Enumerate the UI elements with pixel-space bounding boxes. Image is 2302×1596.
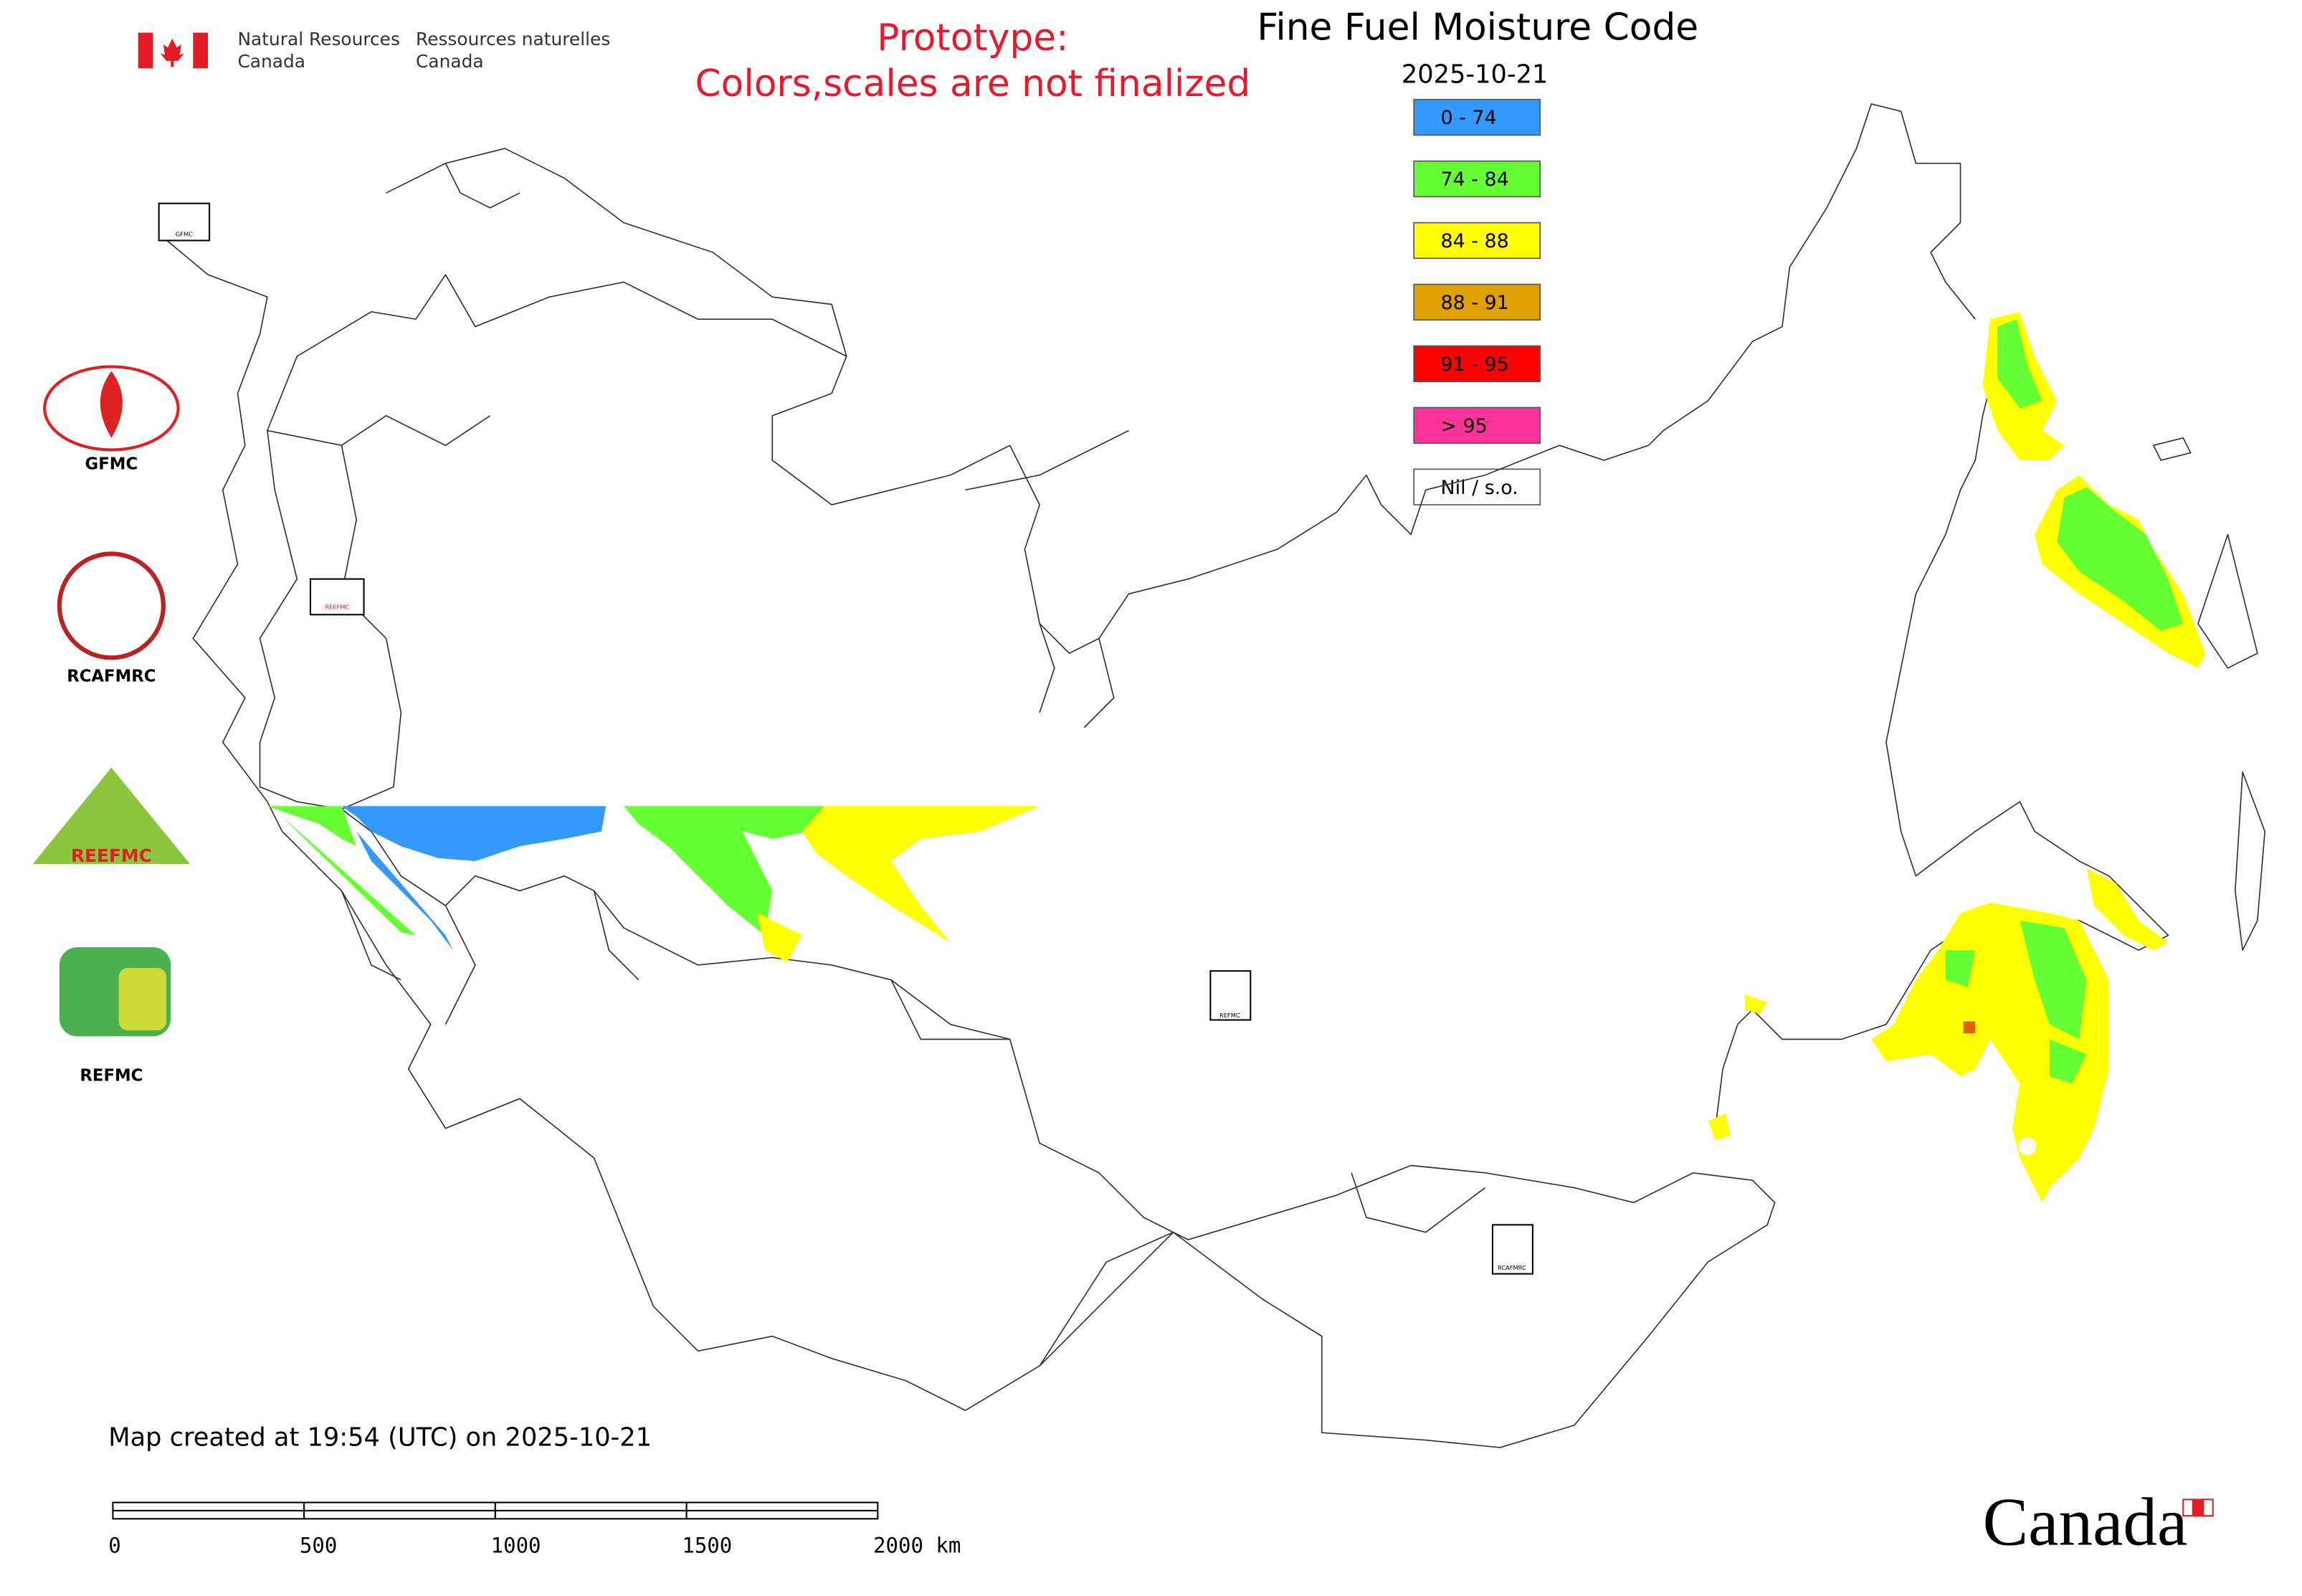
legend-swatch [1413,468,1541,505]
legend-label: 0 - 74 [1440,107,1496,129]
marker [1209,970,1252,1021]
logo-reefmc [32,767,191,865]
flag-bar [193,32,209,69]
wordmark: Canada [1983,1484,2188,1560]
marker [309,578,365,616]
ffmc-area [267,806,824,936]
dept-en: Canada [237,51,305,72]
dept-fr: Ressources naturelles [416,29,610,49]
border-outline [267,414,1486,1367]
marker-label: REEFMC [325,603,349,610]
legend-swatch [1413,345,1541,382]
ffmc-area [2057,487,2184,632]
marker [158,202,211,242]
legend-swatch [1413,98,1541,136]
legend-swatch [1413,407,1541,444]
marker-label: RCAFMRC [1498,1264,1526,1271]
ffmc-gap [2018,1137,2037,1156]
legend-swatch [1413,283,1541,321]
scale-label: 1000 [491,1534,541,1558]
map-title: Fine Fuel Moisture Code [1257,6,1698,49]
notice: Prototype: [877,16,1068,60]
marker-label: GFMC [176,231,193,238]
marker [1491,1224,1533,1275]
country-outline [163,103,1976,1448]
legend-swatch [1413,222,1541,260]
created-note: Map created at 19:54 (UTC) on 2025-10-21 [108,1423,652,1453]
ffmc-area [1708,868,2169,1203]
logo-refmc-inner [118,968,167,1031]
dept-en: Natural Resources [237,29,399,49]
legend-swatch [1413,160,1541,198]
logo-label: REEFMC [71,845,152,866]
logo-gfmc [43,365,180,452]
scale-bar: 0 500 1000 1500 2000 km [108,1501,961,1558]
ffmc-area [341,806,607,951]
legend-label: Nil / s.o. [1440,477,1518,499]
coast-outline [1714,386,2169,1129]
marker-label: REFMC [1219,1012,1240,1019]
maple-leaf [160,38,184,67]
logo-label: GFMC [85,455,138,474]
dept-fr: Canada [416,51,484,72]
gc-signature: Natural Resources Canada Ressources natu… [138,29,610,72]
ffmc-area [1963,1021,1976,1034]
logos: GFMC RCAFMRC REEFMC REFMC [32,365,191,1086]
coast-outline [386,148,1129,728]
scale-label: 500 [300,1534,337,1558]
logo-rcafmrc [57,551,166,660]
wordmark-flag [2192,1499,2205,1516]
flag-bar [138,32,153,69]
legend-label: > 95 [1440,415,1487,437]
scale-label: 1500 [682,1534,732,1558]
logo-gfmc-flame [100,371,123,438]
legend-label: 88 - 91 [1440,292,1508,314]
scale-label: 0 [108,1534,120,1558]
notice: Colors,scales are not finalized [695,62,1251,105]
ffmc-area [1945,920,2087,1084]
legend-label: 91 - 95 [1440,353,1508,376]
scale-label: 2000 km [873,1534,961,1558]
ffmc-area [757,806,1040,962]
island-outline [2153,437,2266,951]
legend-label: 84 - 88 [1440,230,1508,252]
legend-label: 74 - 84 [1440,168,1508,191]
ffmc-area [1997,319,2042,409]
logo-label: RCAFMRC [67,668,156,686]
map-outlines [163,103,2266,1448]
logo-label: REFMC [80,1067,143,1086]
ffmc-areas [267,311,2206,1203]
map-markers: GFMC REEFMC REFMC RCAFMRC [158,202,1533,1275]
legend: 0 - 74 74 - 84 84 - 88 88 - 91 91 - 95 > 95 Ni… [1413,98,1541,505]
map-date: 2025-10-21 [1402,60,1549,90]
